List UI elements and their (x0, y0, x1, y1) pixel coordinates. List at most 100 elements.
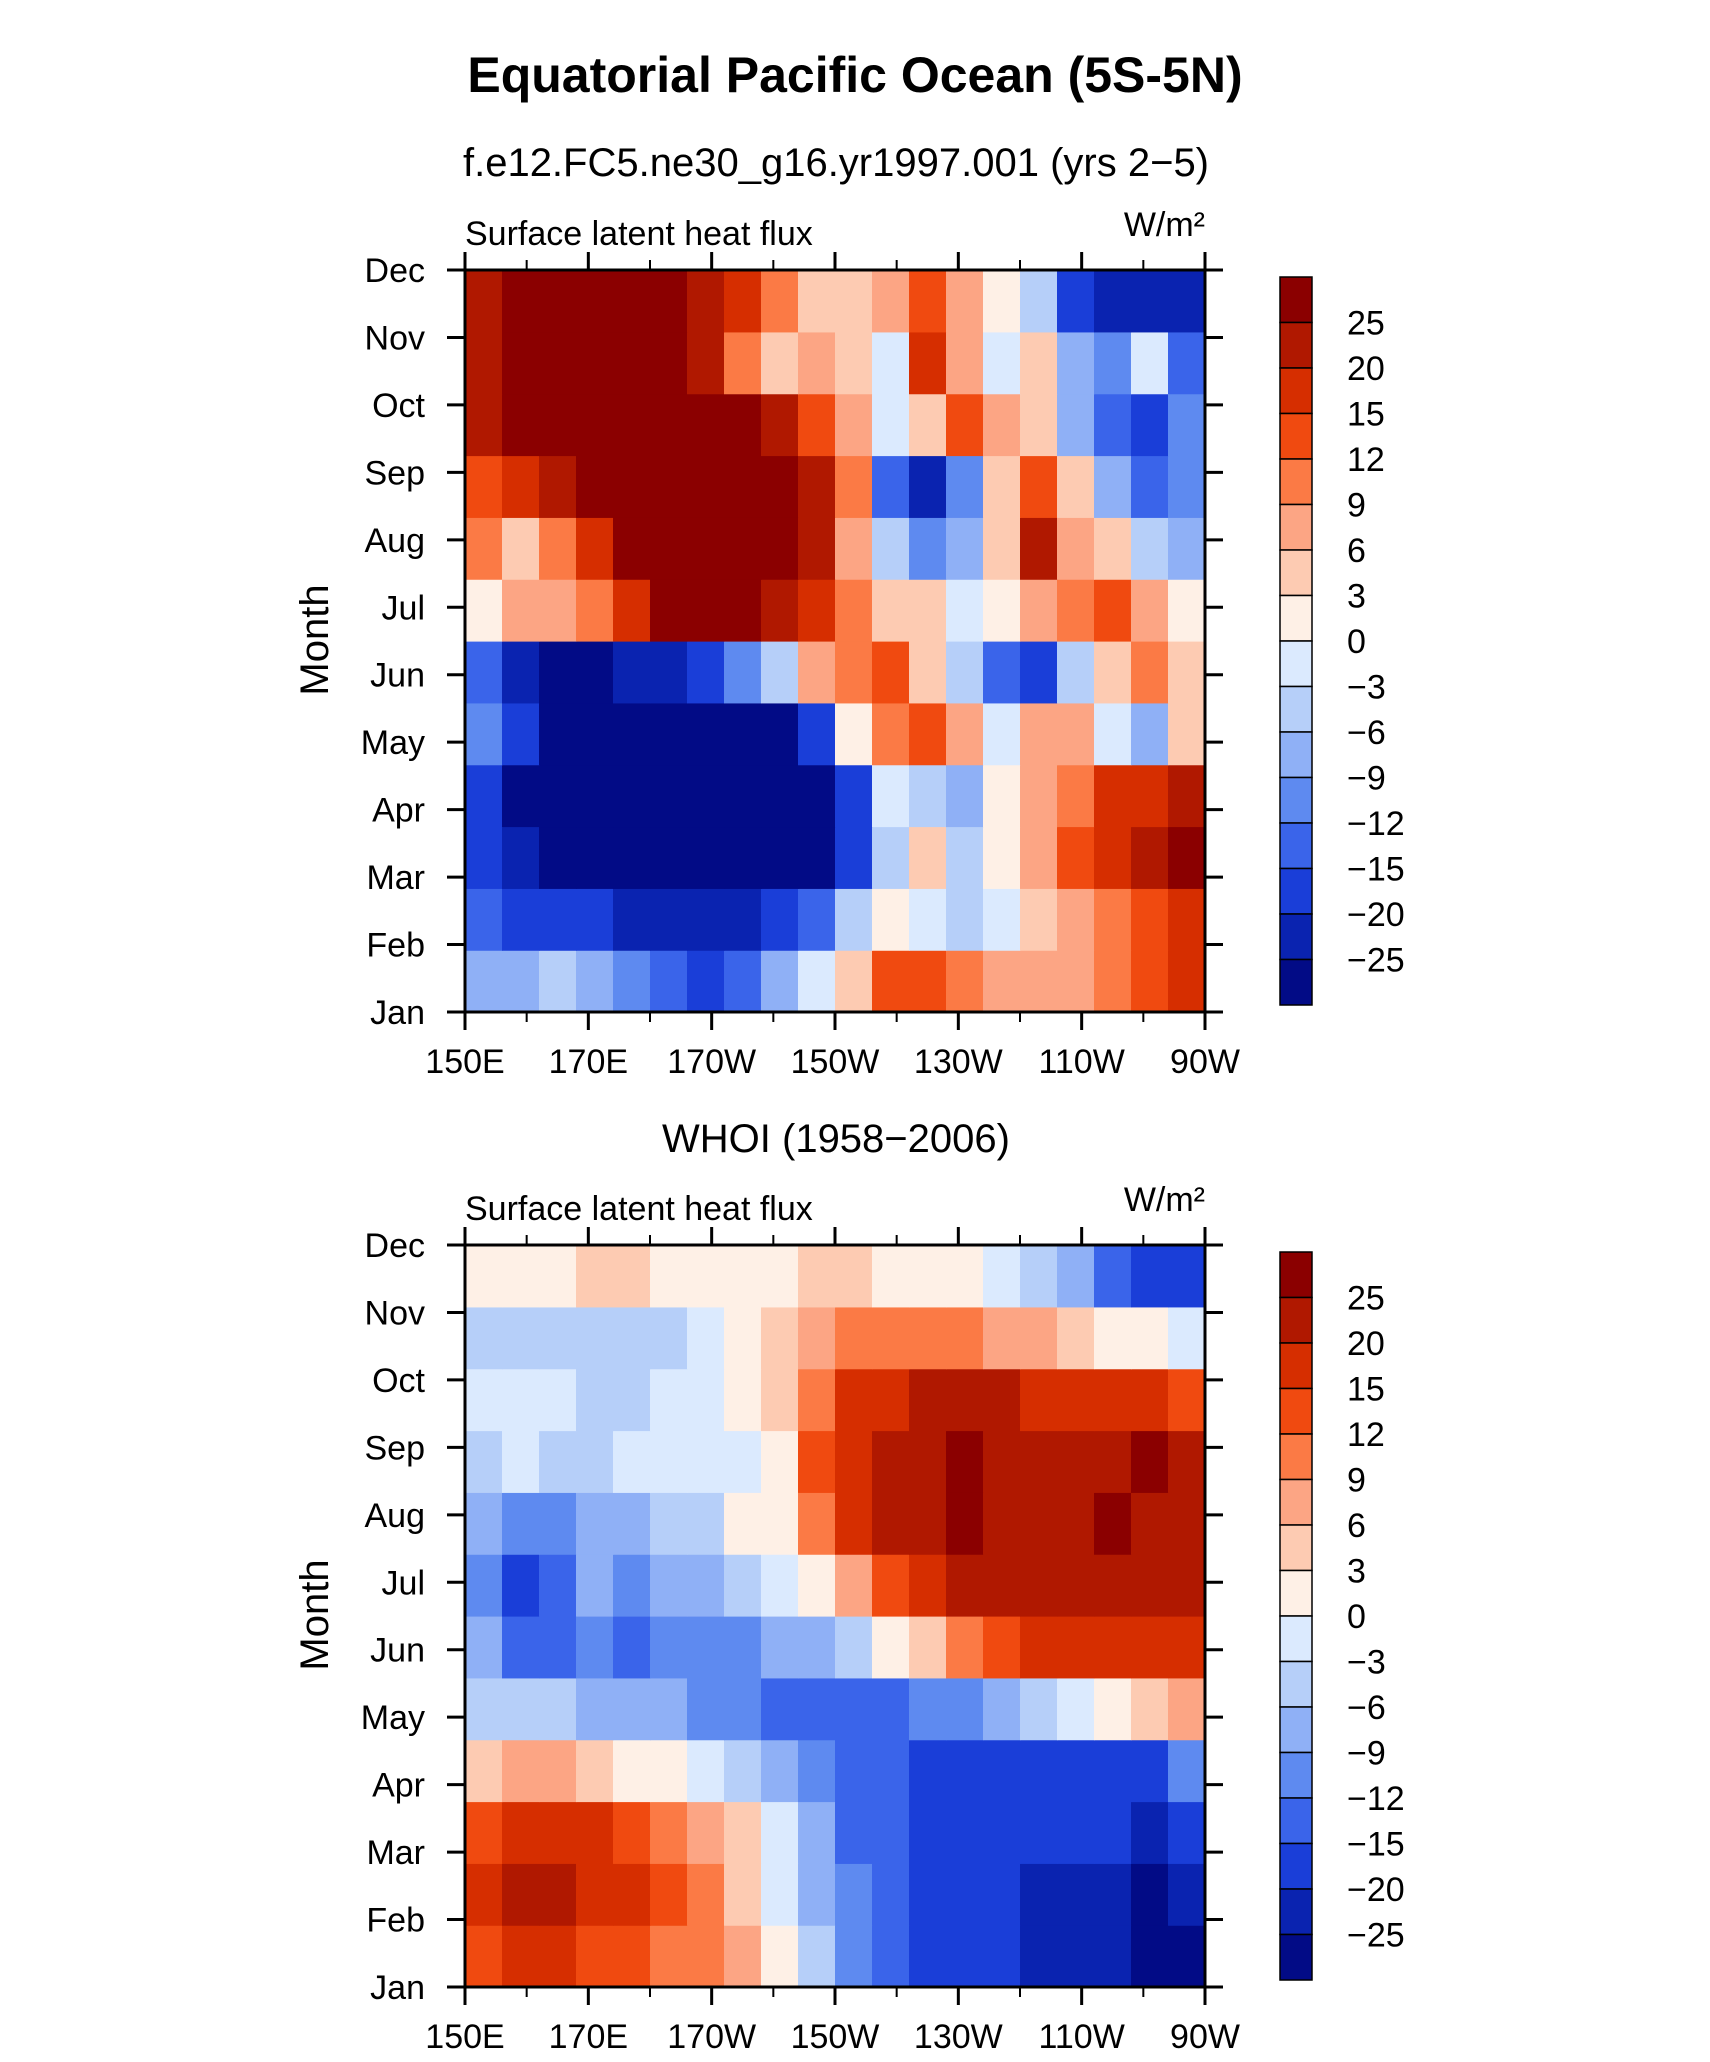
heatmap-cell (798, 1368, 836, 1432)
colorbar-label: −15 (1347, 1826, 1405, 1864)
heatmap-cell (1094, 1925, 1132, 1988)
heatmap-cell (724, 331, 762, 395)
heatmap-cell (798, 331, 836, 395)
heatmap-cell (1057, 950, 1095, 1013)
heatmap-cell (1168, 1554, 1206, 1617)
heatmap-cell (909, 641, 947, 704)
colorbar-label: 3 (1347, 578, 1366, 616)
heatmap-cell (687, 1306, 725, 1370)
heatmap-cells (465, 270, 1206, 1013)
heatmap-cell (502, 1306, 540, 1370)
heatmap-cell (872, 1306, 910, 1370)
heatmap-cell (835, 1430, 873, 1493)
heatmap-cell (576, 270, 614, 333)
heatmap-cells (465, 1245, 1206, 1988)
heatmap-cell (872, 1739, 910, 1803)
colorbar-label: 12 (1347, 441, 1385, 479)
heatmap-cell (946, 950, 984, 1013)
heatmap-cell (835, 826, 873, 889)
heatmap-cell (465, 1492, 503, 1555)
heatmap-cell (835, 1616, 873, 1679)
y-tick-label: Jul (382, 1564, 425, 1602)
heatmap-cell (687, 702, 725, 766)
heatmap-cell (909, 1430, 947, 1493)
heatmap-cell (1131, 331, 1169, 395)
heatmap-cell (1020, 1925, 1058, 1988)
colorbar-box (1279, 776, 1313, 824)
heatmap-cell (465, 764, 503, 828)
heatmap-cell (835, 393, 873, 457)
heatmap-cell (502, 1863, 540, 1926)
heatmap-cell (1020, 1739, 1058, 1803)
colorbar-box (1279, 685, 1313, 733)
heatmap-cell (872, 702, 910, 766)
heatmap-cell (835, 1677, 873, 1741)
y-tick-label: Sep (365, 1429, 426, 1467)
heatmap-cell (1020, 270, 1058, 333)
colorbar-label: −15 (1347, 851, 1405, 889)
heatmap-cell (835, 579, 873, 642)
heatmap-cell (1131, 1245, 1169, 1308)
y-tick-label: Sep (365, 454, 426, 492)
heatmap-cell (1094, 455, 1132, 518)
heatmap-cell (1131, 455, 1169, 518)
colorbar-label: −9 (1347, 1735, 1386, 1773)
heatmap-cell (539, 1616, 577, 1679)
heatmap-cell (761, 517, 799, 580)
heatmap-cell (650, 1739, 688, 1803)
x-tick-label: 170E (549, 2018, 628, 2056)
heatmap-cell (1057, 1739, 1095, 1803)
heatmap-cell (539, 1554, 577, 1617)
heatmap-cell (798, 1306, 836, 1370)
heatmap-cell (502, 1616, 540, 1679)
heatmap-cell (1094, 1245, 1132, 1308)
heatmap-cell (1168, 270, 1206, 333)
heatmap-cell (1094, 1677, 1132, 1741)
heatmap-cell (613, 1677, 651, 1741)
heatmap-cell (613, 517, 651, 580)
heatmap-cell (835, 1925, 873, 1988)
heatmap-cell (798, 1245, 836, 1308)
heatmap-cell (909, 1616, 947, 1679)
heatmap-cell (1094, 393, 1132, 457)
heatmap-cell (1168, 1616, 1206, 1679)
heatmap-cell (576, 1801, 614, 1864)
heatmap-cell (1131, 641, 1169, 704)
heatmap-cell (650, 331, 688, 395)
heatmap-cell (1131, 1801, 1169, 1864)
y-tick-label: Aug (365, 1497, 426, 1535)
heatmap-cell (724, 579, 762, 642)
heatmap-cell (761, 826, 799, 889)
heatmap-cell (946, 1306, 984, 1370)
heatmap-cell (798, 950, 836, 1013)
heatmap-cell (650, 270, 688, 333)
heatmap-cell (613, 1554, 651, 1617)
heatmap-cell (1168, 1677, 1206, 1741)
heatmap-cell (687, 826, 725, 889)
heatmap-cell (1131, 270, 1169, 333)
colorbar-label: 20 (1347, 350, 1385, 388)
heatmap-cell (983, 455, 1021, 518)
heatmap-cell (687, 393, 725, 457)
heatmap-cell (1057, 331, 1095, 395)
heatmap-cell (539, 517, 577, 580)
heatmap-cell (1020, 1554, 1058, 1617)
heatmap-cell (798, 1925, 836, 1988)
heatmap-cell (465, 1677, 503, 1741)
heatmap-cell (502, 517, 540, 580)
heatmap-cell (872, 1368, 910, 1432)
heatmap-cell (1057, 579, 1095, 642)
heatmap-cell (1168, 641, 1206, 704)
colorbar-label: 9 (1347, 487, 1366, 525)
heatmap-cell (1094, 579, 1132, 642)
heatmap-cell (502, 455, 540, 518)
heatmap-cell (687, 1739, 725, 1803)
heatmap-cell (724, 455, 762, 518)
x-tick-label: 110W (1039, 1043, 1125, 1081)
heatmap-cell (909, 1801, 947, 1864)
axis-ticks: Jan Feb Mar Apr May Jun Jul Aug Sep Oct Nov Dec 150E… (361, 1227, 1240, 2056)
heatmap-cell (539, 764, 577, 828)
heatmap-cell (576, 1245, 614, 1308)
heatmap-cell (835, 1554, 873, 1617)
heatmap-cell (576, 1554, 614, 1617)
